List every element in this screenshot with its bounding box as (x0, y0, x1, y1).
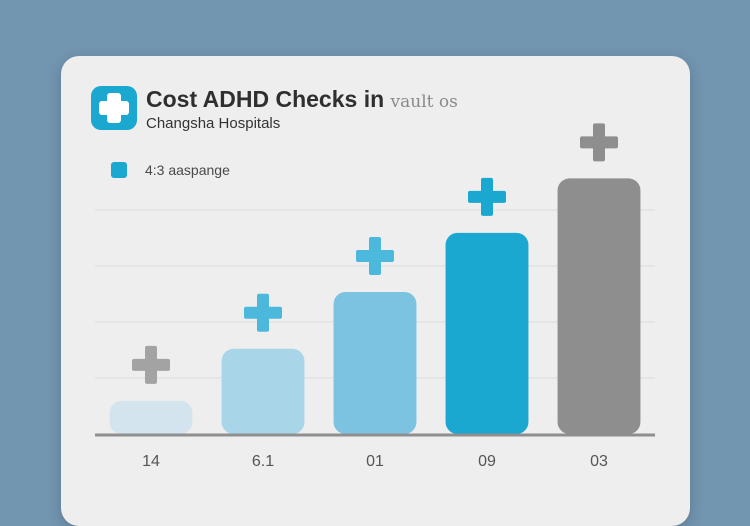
medical-cross-icon (356, 237, 394, 275)
x-tick-label: 03 (590, 453, 608, 470)
medical-cross-logo-icon (91, 86, 137, 130)
bar-3 (333, 292, 417, 434)
chart-title-faded: vault os (390, 92, 458, 112)
x-tick-label: 6.1 (252, 453, 274, 470)
bar-chart: 14 6.1 01 09 03 (95, 123, 655, 470)
bar-4 (445, 232, 529, 434)
legend-label: 4:3 aaspange (145, 162, 230, 178)
x-tick-label: 09 (478, 453, 496, 470)
bar-1 (109, 400, 193, 434)
medical-cross-icon (580, 123, 618, 162)
chart-title-main: Cost ADHD Checks in (146, 86, 385, 112)
bar-2 (221, 348, 305, 434)
x-tick-label: 01 (366, 453, 384, 470)
x-tick-label: 14 (142, 453, 160, 470)
medical-cross-icon (132, 345, 170, 384)
bar-5 (557, 178, 641, 434)
medical-cross-icon (244, 293, 282, 332)
chart-subtitle: Changsha Hospitals (146, 115, 281, 132)
chart-title: Cost ADHD Checks in vault os (146, 86, 458, 113)
medical-cross-icon (468, 177, 506, 216)
legend-swatch (111, 162, 127, 178)
